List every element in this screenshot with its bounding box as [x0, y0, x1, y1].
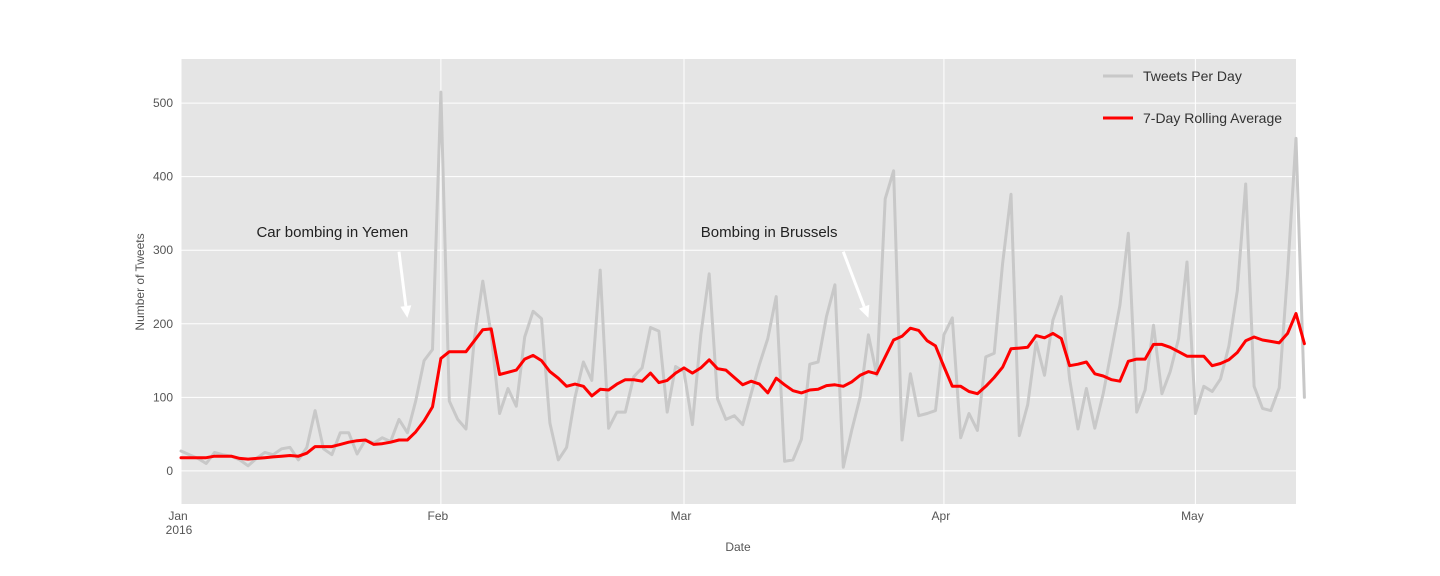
legend-label: 7-Day Rolling Average	[1143, 110, 1282, 126]
series-layer	[179, 90, 1306, 469]
x-axis-title: Date	[725, 540, 751, 554]
y-tick-label: 200	[153, 317, 173, 331]
annotations: Car bombing in Yemen Bombing in Brussels	[256, 224, 870, 318]
x-tick-label: Jan	[168, 509, 187, 523]
y-tick-label: 400	[153, 170, 173, 184]
legend-label: Tweets Per Day	[1143, 68, 1242, 84]
annotation-arrow-shaft	[397, 251, 408, 307]
annotation-arrow-head	[859, 304, 870, 318]
annotation-arrow-head	[400, 305, 412, 318]
x-tick-label: Feb	[428, 509, 449, 523]
grid-lines	[180, 59, 1296, 504]
legend: Tweets Per Day 7-Day Rolling Average	[1103, 68, 1282, 126]
y-tick-label: 0	[166, 464, 173, 478]
x-tick-label: Apr	[932, 509, 951, 523]
y-tick-label: 100	[153, 390, 173, 404]
x-tick-label: Mar	[671, 509, 692, 523]
plot-area	[181, 59, 1296, 504]
annotation-arrow-shaft	[841, 251, 866, 308]
series-line-7-day-rolling-average	[179, 312, 1306, 461]
annotation-label: Car bombing in Yemen	[256, 224, 408, 241]
y-axis-title: Number of Tweets	[133, 233, 147, 330]
annotation-label: Bombing in Brussels	[701, 224, 838, 241]
x-tick-label: May	[1181, 509, 1204, 523]
y-tick-label: 500	[153, 96, 173, 110]
y-tick-label: 300	[153, 243, 173, 257]
x-tick-sublabel: 2016	[166, 523, 193, 537]
